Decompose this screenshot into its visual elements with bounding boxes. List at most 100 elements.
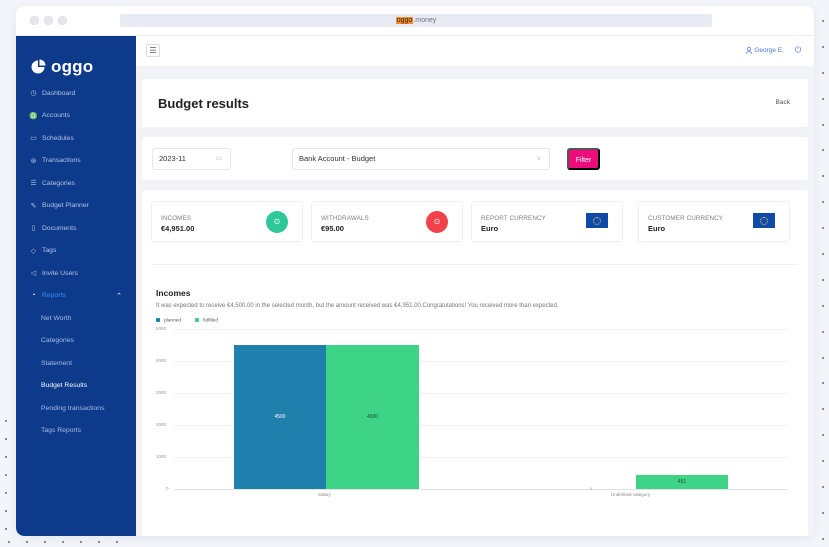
stat-value: €95.00	[321, 224, 344, 233]
y-tick: 3000	[156, 390, 167, 395]
grid-line	[174, 425, 788, 426]
user-name: George E.	[754, 47, 784, 54]
sidebar-subitem-budget-results[interactable]: Budget Results	[16, 375, 136, 398]
sidebar-item-categories[interactable]: ☰ Categories	[16, 172, 136, 195]
stat-label: CUSTOMER CURRENCY	[648, 215, 724, 222]
grid-line	[174, 457, 788, 458]
incomes-stat: INCOMES €4,951.00 ⊙	[151, 201, 303, 242]
y-tick: 0	[166, 486, 169, 491]
sidebar-item-reports[interactable]: ◔ Reports ⌃	[16, 285, 136, 308]
maximize-window-button[interactable]	[58, 16, 67, 25]
sidebar-item-label: Schedules	[42, 134, 74, 142]
calendar-icon: ▭	[30, 135, 37, 143]
filter-button[interactable]: Filter	[567, 148, 600, 170]
page-title: Budget results	[158, 96, 250, 111]
sidebar-item-label: Budget Planner	[42, 202, 89, 210]
browser-titlebar: oggo.money	[16, 6, 814, 36]
account-value: Bank Account - Budget	[299, 154, 376, 163]
decorative-dots-left	[3, 420, 9, 530]
incomes-indicator: ⊙	[266, 211, 288, 233]
target-icon: ⊙	[273, 217, 281, 226]
logo-pie-icon	[31, 59, 46, 74]
sidebar-subitem-label: Statement	[41, 359, 72, 367]
y-tick: 4000	[156, 358, 167, 363]
sidebar-item-label: Tags	[42, 247, 57, 255]
sidebar-item-budget-planner[interactable]: ✎ Budget Planner	[16, 195, 136, 218]
sidebar-item-label: Documents	[42, 224, 77, 232]
sidebar-item-dashboard[interactable]: ◷ Dashboard	[16, 82, 136, 105]
sidebar-item-documents[interactable]: ▯ Documents	[16, 217, 136, 240]
edit-icon: ✎	[30, 202, 37, 210]
sidebar-item-label: Invite Users	[42, 269, 78, 277]
bar-fulfilled-salary[interactable]: 4500	[326, 345, 419, 489]
grid-line	[174, 329, 788, 330]
clock-icon: ◷	[30, 90, 37, 98]
grid-line	[174, 393, 788, 394]
logo[interactable]: oggo	[16, 36, 136, 82]
x-label-undefined-category: Undefined category	[611, 492, 651, 497]
target-icon: ⊙	[433, 217, 441, 226]
eu-flag-icon	[586, 213, 608, 228]
x-label-salary: Salary	[318, 492, 331, 497]
chevron-down-icon: ∨	[536, 156, 541, 162]
menu-toggle-button[interactable]: ☰	[146, 44, 160, 57]
logo-text: oggo	[51, 57, 94, 76]
back-button[interactable]: Back	[775, 99, 790, 106]
section-divider	[152, 264, 798, 265]
month-input[interactable]: 2023-11 ▭	[152, 148, 231, 170]
sidebar-subitem-label: Categories	[41, 337, 74, 345]
x-axis	[174, 489, 788, 490]
bar-planned-salary[interactable]: 4500	[234, 345, 326, 489]
stat-label: WITHDRAWALS	[321, 215, 369, 222]
dollar-circle-icon: ⊛	[30, 157, 37, 165]
logout-button[interactable]	[794, 45, 802, 55]
sidebar-item-tags[interactable]: ◇ Tags	[16, 240, 136, 263]
pie-chart-icon: ◔	[31, 292, 36, 300]
bar-fulfilled-undefined[interactable]: 451	[636, 475, 728, 489]
sidebar-subitem-label: Net Worth	[41, 314, 72, 322]
sidebar-item-schedules[interactable]: ▭ Schedules	[16, 127, 136, 150]
user-menu[interactable]: George E.	[746, 47, 784, 54]
y-tick: 5000	[156, 326, 167, 331]
sidebar-item-label: Reports	[42, 292, 66, 300]
legend-item-fulfilled[interactable]: fulfilled	[195, 318, 218, 323]
y-tick: 1000	[156, 454, 167, 459]
sidebar-item-label: Accounts	[42, 112, 70, 120]
stat-value: Euro	[481, 224, 499, 233]
sidebar-subitem-label: Budget Results	[41, 382, 88, 390]
sidebar-subitem-categories[interactable]: Categories	[16, 330, 136, 353]
incomes-description: It was expected to receive €4,500.00 in …	[156, 303, 559, 309]
bell-icon: ♎	[29, 112, 38, 120]
sidebar-item-invite-users[interactable]: ◁ Invite Users	[16, 262, 136, 285]
chevron-up-icon: ⌃	[116, 292, 122, 300]
sidebar-subitem-net-worth[interactable]: Net Worth	[16, 307, 136, 330]
sidebar-item-transactions[interactable]: ⊛ Transactions	[16, 150, 136, 173]
hamburger-icon: ☰	[149, 46, 157, 55]
page-header-card: Budget results Back	[142, 79, 808, 127]
sidebar-subitem-statement[interactable]: Statement	[16, 352, 136, 375]
withdrawals-indicator: ⊙	[426, 211, 448, 233]
close-window-button[interactable]	[30, 16, 39, 25]
sidebar-item-label: Transactions	[42, 157, 81, 165]
window-controls	[30, 16, 67, 25]
sidebar-item-accounts[interactable]: ♎ Accounts	[16, 105, 136, 128]
minimize-window-button[interactable]	[44, 16, 53, 25]
stat-value: €4,951.00	[161, 224, 195, 233]
sidebar-subitem-tags-reports[interactable]: Tags Reports	[16, 420, 136, 443]
eu-flag-icon	[753, 213, 775, 228]
decorative-dots-right	[820, 20, 826, 540]
account-select[interactable]: Bank Account - Budget ∨	[292, 148, 550, 170]
legend-item-planned[interactable]: planned	[156, 318, 181, 323]
user-icon	[746, 47, 753, 54]
browser-window: oggo.money oggo ◷ Dashboard ♎ Accounts ▭ Sc…	[16, 6, 814, 536]
url-highlight: oggo	[395, 17, 414, 24]
top-bar: ☰ George E.	[136, 36, 814, 66]
sidebar-subitem-label: Pending transactions	[41, 404, 105, 412]
address-bar[interactable]: oggo.money	[120, 14, 712, 27]
chart-legend: planned fulfilled	[156, 318, 218, 323]
stat-label: REPORT CURRENCY	[481, 215, 546, 222]
bar-planned-undefined[interactable]: 0	[589, 486, 593, 491]
report-currency-stat: REPORT CURRENCY Euro	[471, 201, 623, 242]
month-value: 2023-11	[159, 154, 186, 163]
sidebar-subitem-pending-transactions[interactable]: Pending transactions	[16, 397, 136, 420]
